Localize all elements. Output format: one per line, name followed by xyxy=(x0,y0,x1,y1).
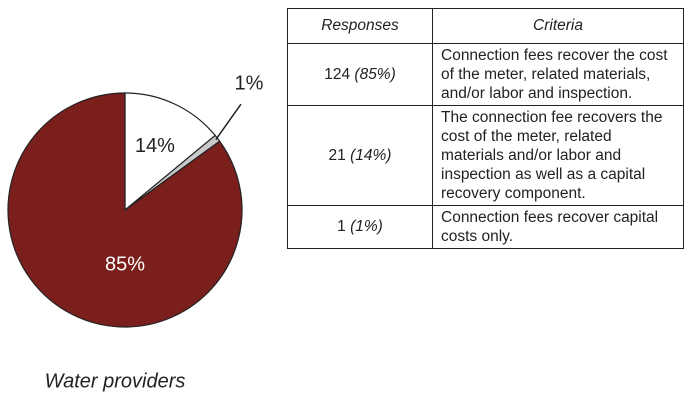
header-row: Responses Criteria xyxy=(287,8,684,44)
data-label: 85% xyxy=(105,253,145,275)
response-count: 124 xyxy=(324,65,351,83)
chart-title: Water providers xyxy=(45,370,186,392)
header-cell: Criteria xyxy=(432,8,684,44)
criteria-cell: Connection fees recover capital costs on… xyxy=(432,205,684,249)
response-count: 1 xyxy=(337,218,346,235)
response-count: 21 xyxy=(328,146,346,164)
responses-cell: 124 (85%) xyxy=(287,43,433,106)
chart: Water providers 14% 1% 85% xyxy=(7,72,264,392)
data-label: 1% xyxy=(235,72,264,94)
response-share: (14%) xyxy=(350,146,392,164)
table: Responses Criteria 124 (85%) Connection f… xyxy=(287,8,684,249)
table-body: 124 (85%) Connection fees recover the cos… xyxy=(287,43,684,249)
criteria-cell: The connection fee recovers the cost of … xyxy=(432,105,684,206)
response-share: (85%) xyxy=(354,65,396,83)
pie-slice xyxy=(7,92,243,328)
response-share: (1%) xyxy=(350,218,383,235)
table-row: 21 (14%) The connection fee recovers the … xyxy=(287,105,684,206)
table-row: 124 (85%) Connection fees recover the cos… xyxy=(287,43,684,106)
table-row: 1 (1%) Connection fees recover capital co… xyxy=(287,205,684,249)
criteria-cell: Connection fees recover the cost of the … xyxy=(432,43,684,106)
responses-cell: 1 (1%) xyxy=(287,205,433,249)
pie-slice xyxy=(124,92,216,212)
data-label: 14% xyxy=(135,135,175,157)
header-cell: Responses xyxy=(287,8,433,44)
responses-cell: 21 (14%) xyxy=(287,105,433,206)
leader-line xyxy=(215,103,242,140)
